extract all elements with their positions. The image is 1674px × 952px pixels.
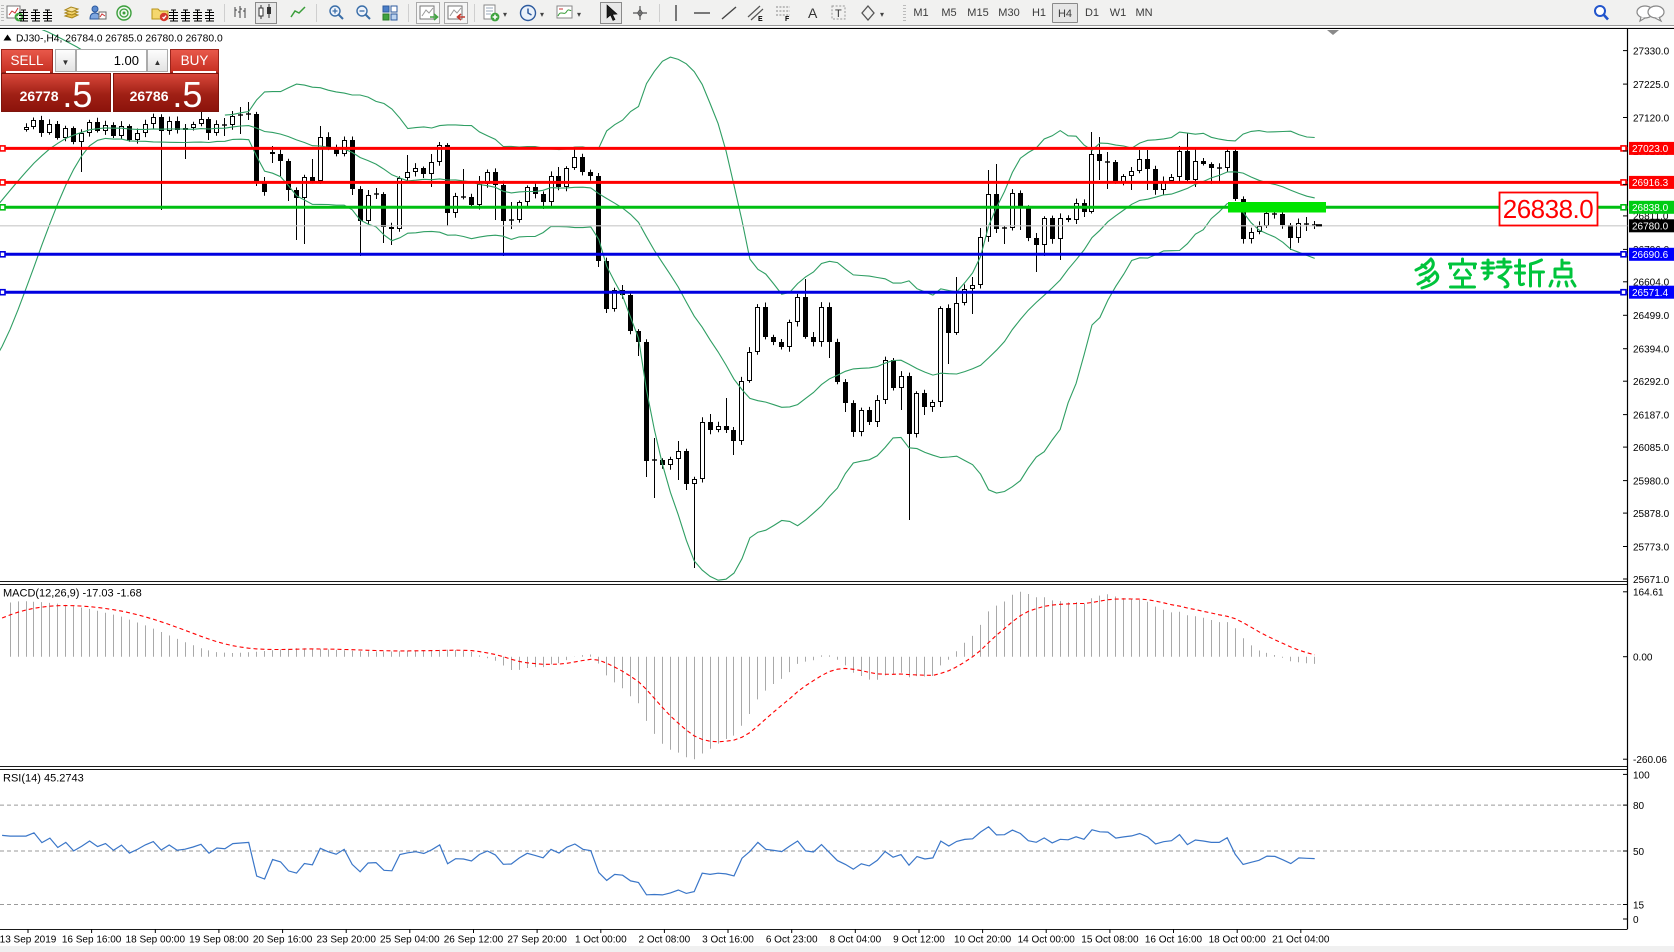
svg-text:9 Oct 12:00: 9 Oct 12:00 bbox=[893, 935, 945, 946]
svg-text:26 Sep 12:00: 26 Sep 12:00 bbox=[444, 935, 504, 946]
svg-text:E: E bbox=[758, 16, 763, 22]
svg-text:RSI(14) 45.2743: RSI(14) 45.2743 bbox=[3, 773, 84, 785]
svg-text:100: 100 bbox=[1633, 770, 1650, 781]
svg-text:0.00: 0.00 bbox=[1633, 653, 1653, 664]
svg-text:F: F bbox=[785, 16, 790, 22]
svg-text:26499.0: 26499.0 bbox=[1633, 311, 1670, 322]
svg-text:50: 50 bbox=[1633, 847, 1645, 858]
svg-text:23 Sep 20:00: 23 Sep 20:00 bbox=[316, 935, 376, 946]
svg-text:27023.0: 27023.0 bbox=[1632, 144, 1669, 155]
svg-text:27120.0: 27120.0 bbox=[1633, 113, 1670, 124]
svg-text:26838.0: 26838.0 bbox=[1503, 194, 1594, 224]
svg-text:20 Sep 16:00: 20 Sep 16:00 bbox=[253, 935, 313, 946]
svg-text:26604.0: 26604.0 bbox=[1633, 278, 1670, 289]
svg-text:26811.0: 26811.0 bbox=[1633, 212, 1669, 223]
svg-text:26187.0: 26187.0 bbox=[1633, 410, 1670, 421]
svg-text:18 Sep 00:00: 18 Sep 00:00 bbox=[126, 935, 186, 946]
svg-text:26394.0: 26394.0 bbox=[1633, 345, 1670, 356]
svg-text:8 Oct 04:00: 8 Oct 04:00 bbox=[829, 935, 881, 946]
svg-text:3 Oct 16:00: 3 Oct 16:00 bbox=[702, 935, 754, 946]
svg-text:2 Oct 08:00: 2 Oct 08:00 bbox=[639, 935, 691, 946]
svg-text:13 Sep 2019: 13 Sep 2019 bbox=[0, 935, 57, 946]
svg-text:27225.0: 27225.0 bbox=[1633, 80, 1670, 91]
svg-text:DJ30-,H4, 26784.0 26785.0 2678: DJ30-,H4, 26784.0 26785.0 26780.0 26780.… bbox=[16, 34, 223, 45]
svg-text:0: 0 bbox=[1633, 915, 1639, 926]
svg-text:26292.0: 26292.0 bbox=[1633, 377, 1670, 388]
svg-text:25878.0: 25878.0 bbox=[1633, 509, 1670, 520]
svg-text:21 Oct 04:00: 21 Oct 04:00 bbox=[1272, 935, 1330, 946]
svg-text:26838.0: 26838.0 bbox=[1632, 203, 1669, 214]
svg-text:80: 80 bbox=[1633, 801, 1645, 812]
svg-text:T: T bbox=[835, 8, 842, 20]
svg-text:26085.0: 26085.0 bbox=[1633, 443, 1670, 454]
svg-text:25773.0: 25773.0 bbox=[1633, 542, 1670, 553]
svg-text:19 Sep 08:00: 19 Sep 08:00 bbox=[189, 935, 249, 946]
svg-text:26690.6: 26690.6 bbox=[1632, 250, 1669, 261]
svg-text:25 Sep 04:00: 25 Sep 04:00 bbox=[380, 935, 440, 946]
svg-text:14 Oct 00:00: 14 Oct 00:00 bbox=[1018, 935, 1076, 946]
svg-text:27 Sep 20:00: 27 Sep 20:00 bbox=[507, 935, 567, 946]
svg-text:164.61: 164.61 bbox=[1633, 588, 1664, 599]
svg-text:18 Oct 00:00: 18 Oct 00:00 bbox=[1209, 935, 1267, 946]
svg-text:1 Oct 00:00: 1 Oct 00:00 bbox=[575, 935, 627, 946]
svg-text:26571.4: 26571.4 bbox=[1632, 288, 1669, 299]
svg-text:26916.3: 26916.3 bbox=[1632, 178, 1669, 189]
svg-text:25980.0: 25980.0 bbox=[1633, 476, 1670, 487]
svg-text:-260.06: -260.06 bbox=[1633, 755, 1667, 766]
svg-text:15: 15 bbox=[1633, 900, 1645, 911]
svg-text:15 Oct 08:00: 15 Oct 08:00 bbox=[1081, 935, 1139, 946]
svg-text:26780.0: 26780.0 bbox=[1632, 222, 1669, 233]
svg-text:16 Oct 16:00: 16 Oct 16:00 bbox=[1145, 935, 1203, 946]
svg-text:27330.0: 27330.0 bbox=[1633, 46, 1670, 57]
svg-text:MACD(12,26,9) -17.03 -1.68: MACD(12,26,9) -17.03 -1.68 bbox=[3, 588, 142, 600]
svg-text:25671.0: 25671.0 bbox=[1633, 575, 1670, 586]
svg-text:A: A bbox=[808, 5, 818, 21]
svg-text:6 Oct 23:00: 6 Oct 23:00 bbox=[766, 935, 818, 946]
svg-text:10 Oct 20:00: 10 Oct 20:00 bbox=[954, 935, 1012, 946]
svg-text:16 Sep 16:00: 16 Sep 16:00 bbox=[62, 935, 122, 946]
